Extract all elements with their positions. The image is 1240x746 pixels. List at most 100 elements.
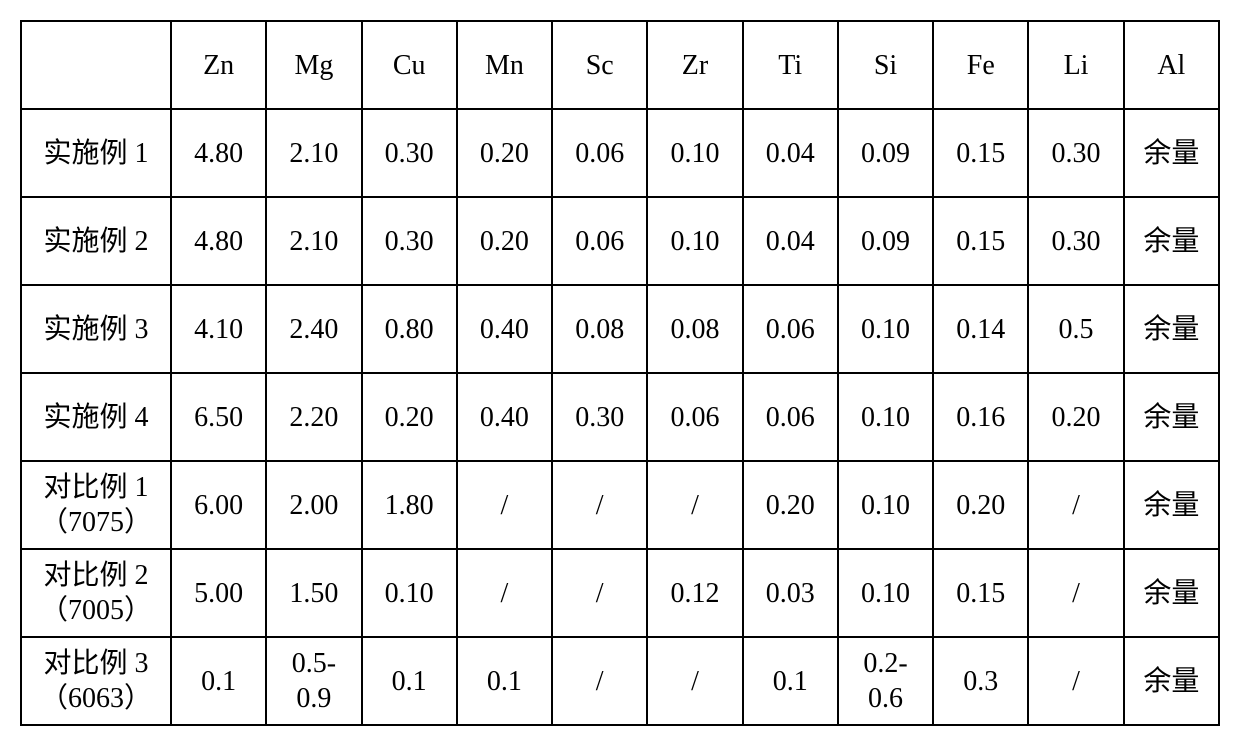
cell: 0.30 — [362, 197, 457, 285]
cell: 0.1 — [457, 637, 552, 725]
cell: 2.40 — [266, 285, 361, 373]
cell: 0.3 — [933, 637, 1028, 725]
cell: 0.04 — [743, 197, 838, 285]
col-header: Mn — [457, 21, 552, 109]
cell: 余量 — [1124, 373, 1219, 461]
cell: 0.09 — [838, 109, 933, 197]
col-header: Sc — [552, 21, 647, 109]
col-header: Ti — [743, 21, 838, 109]
table-row: 对比例 1 （7075）6.002.001.80///0.200.100.20/… — [21, 461, 1219, 549]
cell: 0.20 — [933, 461, 1028, 549]
cell: 1.50 — [266, 549, 361, 637]
cell: 0.2- 0.6 — [838, 637, 933, 725]
cell: 0.20 — [457, 109, 552, 197]
cell: 0.20 — [362, 373, 457, 461]
cell: 0.06 — [743, 373, 838, 461]
cell: 5.00 — [171, 549, 266, 637]
cell: 4.80 — [171, 109, 266, 197]
table-row: 对比例 3 （6063）0.10.5- 0.90.10.1//0.10.2- 0… — [21, 637, 1219, 725]
cell: 6.00 — [171, 461, 266, 549]
header-row: Zn Mg Cu Mn Sc Zr Ti Si Fe Li Al — [21, 21, 1219, 109]
cell: 余量 — [1124, 549, 1219, 637]
cell: / — [552, 461, 647, 549]
cell: 0.08 — [552, 285, 647, 373]
cell: 0.40 — [457, 285, 552, 373]
cell: 0.10 — [838, 461, 933, 549]
cell: 余量 — [1124, 285, 1219, 373]
cell: 6.50 — [171, 373, 266, 461]
cell: 0.15 — [933, 197, 1028, 285]
cell: 4.80 — [171, 197, 266, 285]
cell: 0.30 — [1028, 197, 1123, 285]
cell: / — [647, 461, 742, 549]
row-label: 实施例 3 — [21, 285, 171, 373]
cell: 0.20 — [743, 461, 838, 549]
cell: 0.30 — [1028, 109, 1123, 197]
cell: / — [552, 549, 647, 637]
col-header: Cu — [362, 21, 457, 109]
cell: 4.10 — [171, 285, 266, 373]
row-label: 对比例 1 （7075） — [21, 461, 171, 549]
col-header: Si — [838, 21, 933, 109]
cell: 0.1 — [171, 637, 266, 725]
cell: 0.20 — [1028, 373, 1123, 461]
cell: 0.04 — [743, 109, 838, 197]
cell: 0.10 — [838, 549, 933, 637]
cell: 0.40 — [457, 373, 552, 461]
row-label: 实施例 4 — [21, 373, 171, 461]
cell: 0.30 — [552, 373, 647, 461]
cell: 0.20 — [457, 197, 552, 285]
cell: 2.20 — [266, 373, 361, 461]
col-header: Zn — [171, 21, 266, 109]
cell: 0.10 — [362, 549, 457, 637]
col-header: Zr — [647, 21, 742, 109]
cell: 1.80 — [362, 461, 457, 549]
table-row: 实施例 46.502.200.200.400.300.060.060.100.1… — [21, 373, 1219, 461]
cell: 余量 — [1124, 461, 1219, 549]
composition-table: Zn Mg Cu Mn Sc Zr Ti Si Fe Li Al 实施例 14.… — [20, 20, 1220, 726]
cell: 0.10 — [838, 285, 933, 373]
cell: 0.15 — [933, 109, 1028, 197]
cell: 2.10 — [266, 109, 361, 197]
cell: 余量 — [1124, 197, 1219, 285]
cell: 0.08 — [647, 285, 742, 373]
col-header: Mg — [266, 21, 361, 109]
cell: / — [457, 461, 552, 549]
header-blank — [21, 21, 171, 109]
row-label: 对比例 3 （6063） — [21, 637, 171, 725]
cell: 0.06 — [552, 197, 647, 285]
cell: 0.10 — [647, 109, 742, 197]
cell: 0.5- 0.9 — [266, 637, 361, 725]
cell: 2.00 — [266, 461, 361, 549]
cell: 0.1 — [743, 637, 838, 725]
cell: 0.16 — [933, 373, 1028, 461]
col-header: Li — [1028, 21, 1123, 109]
cell: 0.14 — [933, 285, 1028, 373]
cell: 0.06 — [552, 109, 647, 197]
cell: 0.03 — [743, 549, 838, 637]
cell: 0.12 — [647, 549, 742, 637]
cell: 0.15 — [933, 549, 1028, 637]
cell: / — [457, 549, 552, 637]
cell: / — [1028, 549, 1123, 637]
table-row: 对比例 2 （7005）5.001.500.10//0.120.030.100.… — [21, 549, 1219, 637]
cell: 0.09 — [838, 197, 933, 285]
cell: 0.06 — [743, 285, 838, 373]
cell: / — [1028, 637, 1123, 725]
cell: 0.10 — [838, 373, 933, 461]
col-header: Fe — [933, 21, 1028, 109]
table-body: 实施例 14.802.100.300.200.060.100.040.090.1… — [21, 109, 1219, 725]
cell: 余量 — [1124, 109, 1219, 197]
cell: 0.10 — [647, 197, 742, 285]
table-row: 实施例 34.102.400.800.400.080.080.060.100.1… — [21, 285, 1219, 373]
cell: 0.1 — [362, 637, 457, 725]
cell: 0.30 — [362, 109, 457, 197]
cell: 2.10 — [266, 197, 361, 285]
cell: / — [1028, 461, 1123, 549]
table-row: 实施例 24.802.100.300.200.060.100.040.090.1… — [21, 197, 1219, 285]
cell: / — [647, 637, 742, 725]
cell: 0.5 — [1028, 285, 1123, 373]
col-header: Al — [1124, 21, 1219, 109]
cell: 0.06 — [647, 373, 742, 461]
row-label: 实施例 2 — [21, 197, 171, 285]
